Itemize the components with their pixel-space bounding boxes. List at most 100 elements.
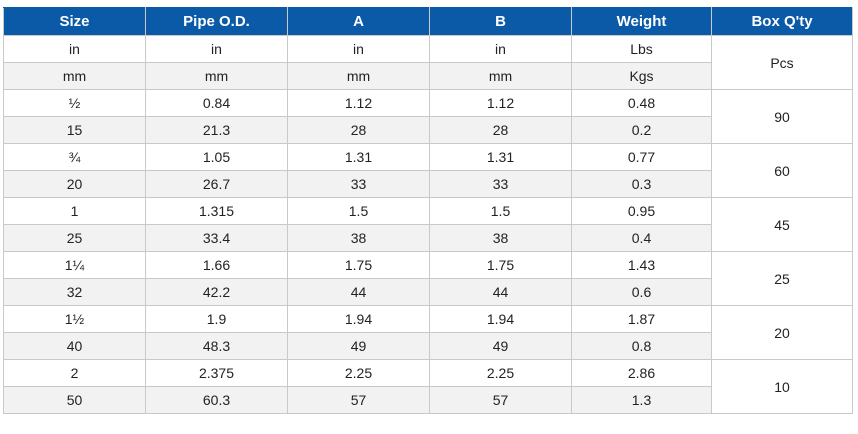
table-cell: 1.05 xyxy=(145,143,288,171)
table-cell: 1.66 xyxy=(145,251,288,279)
unit-cell: mm xyxy=(145,62,288,90)
table-cell: 1.94 xyxy=(287,305,430,333)
table-cell: ½ xyxy=(3,89,146,117)
box-qty-cell: 20 xyxy=(711,305,853,360)
table-cell: 42.2 xyxy=(145,278,288,306)
table-cell: 0.95 xyxy=(571,197,712,225)
table-cell: 38 xyxy=(287,224,430,252)
table-row: ¾ 1.05 1.31 1.31 0.77 60 xyxy=(3,143,853,198)
table-cell: 0.77 xyxy=(571,143,712,171)
table-cell: 49 xyxy=(287,332,430,360)
table-row: 2 2.375 2.25 2.25 2.86 10 xyxy=(3,359,853,414)
unit-cell: in xyxy=(287,35,430,63)
unit-cell: Lbs xyxy=(571,35,712,63)
table-cell: 48.3 xyxy=(145,332,288,360)
table-cell: 50 xyxy=(3,386,146,414)
table-cell: 0.6 xyxy=(571,278,712,306)
table-cell: 44 xyxy=(287,278,430,306)
table-row: 32 42.2 44 44 0.6 xyxy=(3,278,853,306)
table-cell: 2.375 xyxy=(145,359,288,387)
table-row: 1 1.315 1.5 1.5 0.95 45 xyxy=(3,197,853,252)
unit-cell: Kgs xyxy=(571,62,712,90)
table-cell: 1.94 xyxy=(429,305,572,333)
table-cell: 1.31 xyxy=(429,143,572,171)
table-cell: 0.3 xyxy=(571,170,712,198)
table-cell: 60.3 xyxy=(145,386,288,414)
table-cell: 44 xyxy=(429,278,572,306)
table-cell: 1½ xyxy=(3,305,146,333)
table-cell: 0.84 xyxy=(145,89,288,117)
table-row: 25 33.4 38 38 0.4 xyxy=(3,224,853,252)
header-pipe-od: Pipe O.D. xyxy=(145,7,288,36)
table-cell: 40 xyxy=(3,332,146,360)
header-b: B xyxy=(429,7,572,36)
table-row: 15 21.3 28 28 0.2 xyxy=(3,116,853,144)
table-cell: 0.48 xyxy=(571,89,712,117)
table-row: ½ 0.84 1.12 1.12 0.48 90 xyxy=(3,89,853,144)
table-cell: 1.43 xyxy=(571,251,712,279)
table-cell: 20 xyxy=(3,170,146,198)
table-cell: 1.12 xyxy=(287,89,430,117)
table-cell: 57 xyxy=(429,386,572,414)
table-cell: 1.87 xyxy=(571,305,712,333)
table-cell: 28 xyxy=(429,116,572,144)
table-cell: 1.3 xyxy=(571,386,712,414)
table-cell: 1.5 xyxy=(287,197,430,225)
box-qty-cell: 10 xyxy=(711,359,853,414)
table-cell: 1¼ xyxy=(3,251,146,279)
table-cell: 2 xyxy=(3,359,146,387)
table-cell: 2.25 xyxy=(287,359,430,387)
unit-row-in: in in in in Lbs Pcs xyxy=(3,35,853,90)
box-qty-cell: 25 xyxy=(711,251,853,306)
pipe-spec-table: Size Pipe O.D. A B Weight Box Q'ty in in… xyxy=(3,7,853,414)
table-cell: 33.4 xyxy=(145,224,288,252)
unit-row-mm: mm mm mm mm Kgs xyxy=(3,62,853,90)
table-cell: 25 xyxy=(3,224,146,252)
header-box-qty: Box Q'ty xyxy=(711,7,853,36)
unit-cell: in xyxy=(429,35,572,63)
table-cell: 1.12 xyxy=(429,89,572,117)
box-qty-cell: 60 xyxy=(711,143,853,198)
table-row: 20 26.7 33 33 0.3 xyxy=(3,170,853,198)
table-cell: 1.75 xyxy=(429,251,572,279)
header-a: A xyxy=(287,7,430,36)
header-weight: Weight xyxy=(571,7,712,36)
table-cell: 1 xyxy=(3,197,146,225)
table-cell: 57 xyxy=(287,386,430,414)
table-cell: 33 xyxy=(287,170,430,198)
unit-cell: mm xyxy=(3,62,146,90)
header-size: Size xyxy=(3,7,146,36)
table-cell: 38 xyxy=(429,224,572,252)
box-unit-cell: Pcs xyxy=(711,35,853,90)
table-cell: 2.25 xyxy=(429,359,572,387)
table-row: 1½ 1.9 1.94 1.94 1.87 20 xyxy=(3,305,853,360)
table-cell: 33 xyxy=(429,170,572,198)
table-cell: 49 xyxy=(429,332,572,360)
data-body: ½ 0.84 1.12 1.12 0.48 90 15 21.3 28 28 0.2 ¾ 1.05 1.3… xyxy=(3,89,853,414)
table-cell: 26.7 xyxy=(145,170,288,198)
unit-cell: in xyxy=(3,35,146,63)
table-cell: 1.315 xyxy=(145,197,288,225)
table-cell: 15 xyxy=(3,116,146,144)
table-cell: 0.8 xyxy=(571,332,712,360)
table-cell: ¾ xyxy=(3,143,146,171)
table-cell: 2.86 xyxy=(571,359,712,387)
table-row: 50 60.3 57 57 1.3 xyxy=(3,386,853,414)
table-cell: 32 xyxy=(3,278,146,306)
unit-cell: in xyxy=(145,35,288,63)
box-qty-cell: 90 xyxy=(711,89,853,144)
table-row: 1¼ 1.66 1.75 1.75 1.43 25 xyxy=(3,251,853,306)
unit-cell: mm xyxy=(429,62,572,90)
table-cell: 21.3 xyxy=(145,116,288,144)
table-row: 40 48.3 49 49 0.8 xyxy=(3,332,853,360)
table-cell: 28 xyxy=(287,116,430,144)
header-row: Size Pipe O.D. A B Weight Box Q'ty xyxy=(3,7,853,36)
table-cell: 1.31 xyxy=(287,143,430,171)
box-qty-cell: 45 xyxy=(711,197,853,252)
unit-cell: mm xyxy=(287,62,430,90)
table-cell: 1.9 xyxy=(145,305,288,333)
table-cell: 0.4 xyxy=(571,224,712,252)
table-cell: 1.5 xyxy=(429,197,572,225)
table-cell: 1.75 xyxy=(287,251,430,279)
table-cell: 0.2 xyxy=(571,116,712,144)
